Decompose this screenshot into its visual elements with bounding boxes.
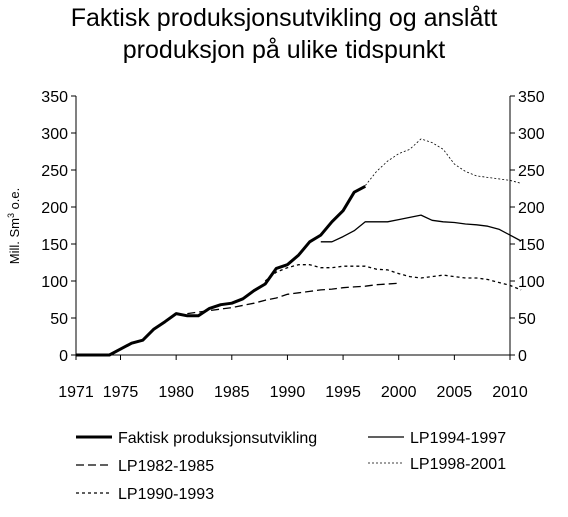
y-tick-label-left: 250 bbox=[41, 163, 68, 180]
y-tick-label-left: 0 bbox=[59, 348, 68, 365]
legend-label-0: Faktisk produksjonsutvikling bbox=[118, 430, 317, 447]
y-tick-label-left: 100 bbox=[41, 274, 68, 291]
legend-label-2: LP1982-1985 bbox=[118, 458, 214, 475]
x-tick-label: 1990 bbox=[270, 384, 306, 401]
chart-title-line-2: produksjon på ulike tidspunkt bbox=[123, 36, 445, 64]
x-tick-label: 1995 bbox=[325, 384, 361, 401]
y-tick-label-right: 250 bbox=[518, 163, 545, 180]
x-tick-label: 2005 bbox=[437, 384, 473, 401]
series-line-3 bbox=[364, 138, 522, 186]
y-tick-label-right: 50 bbox=[518, 311, 536, 328]
x-tick-label: 2010 bbox=[492, 384, 528, 401]
y-tick-label-left: 50 bbox=[50, 311, 68, 328]
series-line-0 bbox=[76, 184, 367, 357]
x-tick-label: 1975 bbox=[103, 384, 139, 401]
x-tick-label: 1980 bbox=[158, 384, 194, 401]
series-line-4 bbox=[264, 264, 522, 291]
series-line-2 bbox=[187, 282, 399, 315]
y-tick-label-left: 350 bbox=[41, 89, 68, 106]
y-tick-label-right: 0 bbox=[518, 348, 527, 365]
legend-label-3: LP1998-2001 bbox=[410, 456, 506, 473]
axes bbox=[71, 95, 515, 360]
x-tick-label: 1985 bbox=[214, 384, 250, 401]
y-tick-label-right: 100 bbox=[518, 274, 545, 291]
series-line-1 bbox=[320, 214, 522, 243]
y-tick-label-left: 150 bbox=[41, 237, 68, 254]
y-tick-label-right: 200 bbox=[518, 200, 545, 217]
tick-labels: 0 0 50 50 100 100 150 150 200 200 250 250 300 300 350 3… bbox=[41, 89, 545, 401]
x-tick-label: 1971 bbox=[58, 384, 94, 401]
legend-label-4: LP1990-1993 bbox=[118, 486, 214, 503]
y-tick-label-left: 200 bbox=[41, 200, 68, 217]
series-layer bbox=[76, 138, 522, 357]
y-axis-label: Mill. Sm3 o.e. bbox=[6, 188, 22, 265]
legend-label-1: LP1994-1997 bbox=[410, 430, 506, 447]
legend: Faktisk produksjonsutvikling LP1994-1997 L… bbox=[76, 430, 506, 503]
y-tick-label-right: 350 bbox=[518, 89, 545, 106]
y-tick-label-right: 300 bbox=[518, 126, 545, 143]
x-tick-label: 2000 bbox=[381, 384, 417, 401]
y-tick-label-left: 300 bbox=[41, 126, 68, 143]
y-tick-label-right: 150 bbox=[518, 237, 545, 254]
chart-title-line-1: Faktisk produksjonsutvikling og anslått bbox=[71, 4, 498, 32]
